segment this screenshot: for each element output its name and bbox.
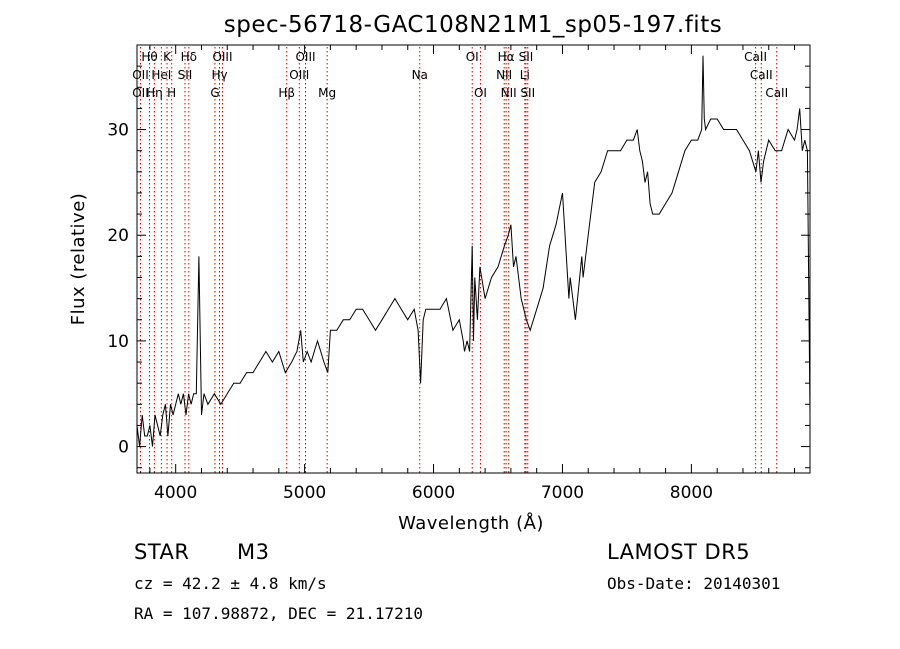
y-axis-label: Flux (relative)	[68, 193, 89, 326]
survey-name: LAMOST DR5	[607, 540, 751, 564]
marker-label: Hδ	[181, 50, 197, 64]
x-ticks: 4000 5000 6000 7000 8000	[149, 45, 796, 503]
marker-label: HeI	[151, 68, 171, 82]
marker-label: Na	[412, 68, 428, 82]
marker-label: Hβ	[278, 86, 295, 100]
flux-line	[136, 55, 811, 447]
marker-label: Hγ	[211, 68, 227, 82]
marker-label: OI	[466, 50, 479, 64]
x-axis-label: Wavelength (Å)	[398, 512, 544, 534]
spectrum-chart: spec-56718-GAC108N21M1_sp05-197.fits Hθ O…	[68, 12, 811, 534]
y-tick-label: 20	[107, 226, 129, 246]
marker-label: SII	[519, 50, 534, 64]
marker-label: Hθ	[141, 50, 157, 64]
plot-frame	[136, 44, 811, 474]
marker-label: SII	[520, 86, 535, 100]
marker-lines	[139, 47, 778, 473]
x-tick-label: 4000	[154, 483, 197, 503]
chart-title: spec-56718-GAC108N21M1_sp05-197.fits	[224, 12, 722, 38]
marker-label: K	[163, 50, 172, 64]
marker-label: CaII	[744, 50, 767, 64]
y-tick-label: 10	[107, 332, 129, 352]
marker-label: OII	[132, 68, 149, 82]
x-tick-label: 5000	[283, 483, 326, 503]
x-tick-label: 6000	[412, 483, 455, 503]
redshift-velocity: cz = 42.2 ± 4.8 km/s	[134, 574, 327, 593]
marker-label: SII	[178, 68, 193, 82]
marker-label: OII	[132, 86, 149, 100]
marker-label: Hη	[146, 86, 163, 100]
marker-label: OI	[474, 86, 487, 100]
marker-label: G	[210, 86, 219, 100]
marker-label: H	[167, 86, 176, 100]
marker-label: OIII	[295, 50, 315, 64]
marker-label: CaII	[750, 68, 773, 82]
x-tick-label: 7000	[541, 483, 584, 503]
y-tick-label: 30	[107, 121, 129, 141]
obs-date: Obs-Date: 20140301	[607, 574, 781, 593]
marker-label: NII	[496, 68, 512, 82]
marker-label: CaII	[765, 86, 788, 100]
marker-label: NII	[501, 86, 517, 100]
marker-label: OIII	[212, 50, 232, 64]
y-tick-label: 0	[118, 438, 129, 458]
y-ticks: 0 10 20 30	[107, 65, 810, 469]
marker-label: Mg	[318, 86, 336, 100]
x-tick-label: 8000	[670, 483, 713, 503]
coordinates: RA = 107.98872, DEC = 21.17210	[134, 604, 423, 623]
object-class: STAR	[134, 540, 190, 564]
marker-label: Hα	[498, 50, 515, 64]
marker-label: OIII	[289, 68, 309, 82]
marker-label: Li	[520, 68, 530, 82]
object-subclass: M3	[237, 540, 270, 564]
